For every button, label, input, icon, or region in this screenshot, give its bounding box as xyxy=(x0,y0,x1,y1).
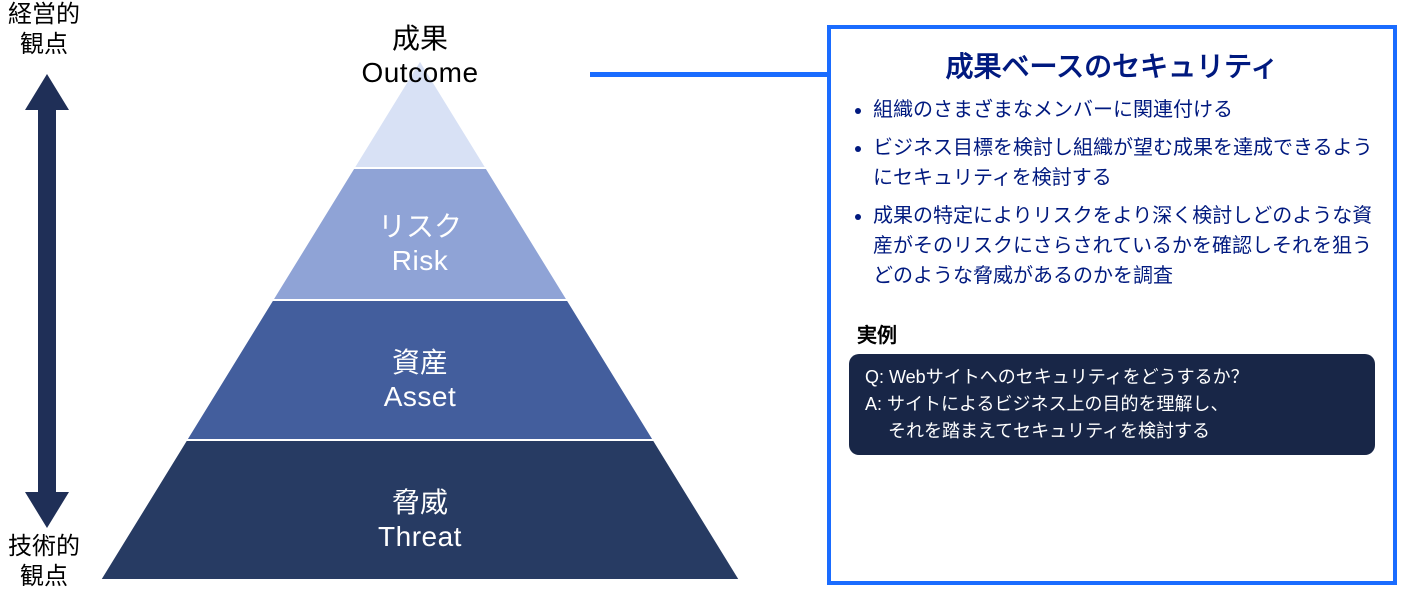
pyramid-layer-label-2: 資産 Asset xyxy=(100,346,740,413)
pyramid-layer-jp-1: リスク xyxy=(100,210,740,244)
pyramid-layer-label-3: 脅威 Threat xyxy=(100,486,740,553)
panel-bullets: 組織のさまざまなメンバーに関連付ける ビジネス目標を検討し組織が望む成果を達成で… xyxy=(849,95,1375,291)
example-line-0: Q: Webサイトへのセキュリティをどうするか？ xyxy=(865,364,1359,391)
pyramid-layer-jp-0: 成果 xyxy=(100,22,740,56)
pyramid-layer-label-0: 成果 Outcome xyxy=(100,22,740,89)
pyramid-layer-jp-2: 資産 xyxy=(100,346,740,380)
pyramid: 成果 Outcome リスク Risk 資産 Asset 脅威 Threat xyxy=(100,60,740,580)
panel-bullet-1: ビジネス目標を検討し組織が望む成果を達成できるようにセキュリティを検討する xyxy=(873,133,1375,193)
pyramid-layer-en-2: Asset xyxy=(100,380,740,414)
pyramid-layer-label-1: リスク Risk xyxy=(100,210,740,277)
panel-bullet-0: 組織のさまざまなメンバーに関連付ける xyxy=(873,95,1375,125)
panel-bullet-2: 成果の特定によりリスクをより深く検討しどのような資産がそのリスクにさらされている… xyxy=(873,201,1375,291)
callout-panel: 成果ベースのセキュリティ 組織のさまざまなメンバーに関連付ける ビジネス目標を検… xyxy=(827,25,1397,585)
example-line-1: A: サイトによるビジネス上の目的を理解し、 xyxy=(865,391,1359,418)
axis-double-arrow xyxy=(17,0,77,597)
pyramid-layer-en-3: Threat xyxy=(100,520,740,554)
example-line-2: それを踏まえてセキュリティを検討する xyxy=(865,418,1359,445)
example-box: Q: Webサイトへのセキュリティをどうするか？ A: サイトによるビジネス上の… xyxy=(849,354,1375,455)
panel-title: 成果ベースのセキュリティ xyxy=(849,45,1375,85)
pyramid-layer-jp-3: 脅威 xyxy=(100,486,740,520)
connector-line xyxy=(590,72,827,77)
pyramid-layer-en-1: Risk xyxy=(100,244,740,278)
example-label: 実例 xyxy=(857,319,1375,348)
